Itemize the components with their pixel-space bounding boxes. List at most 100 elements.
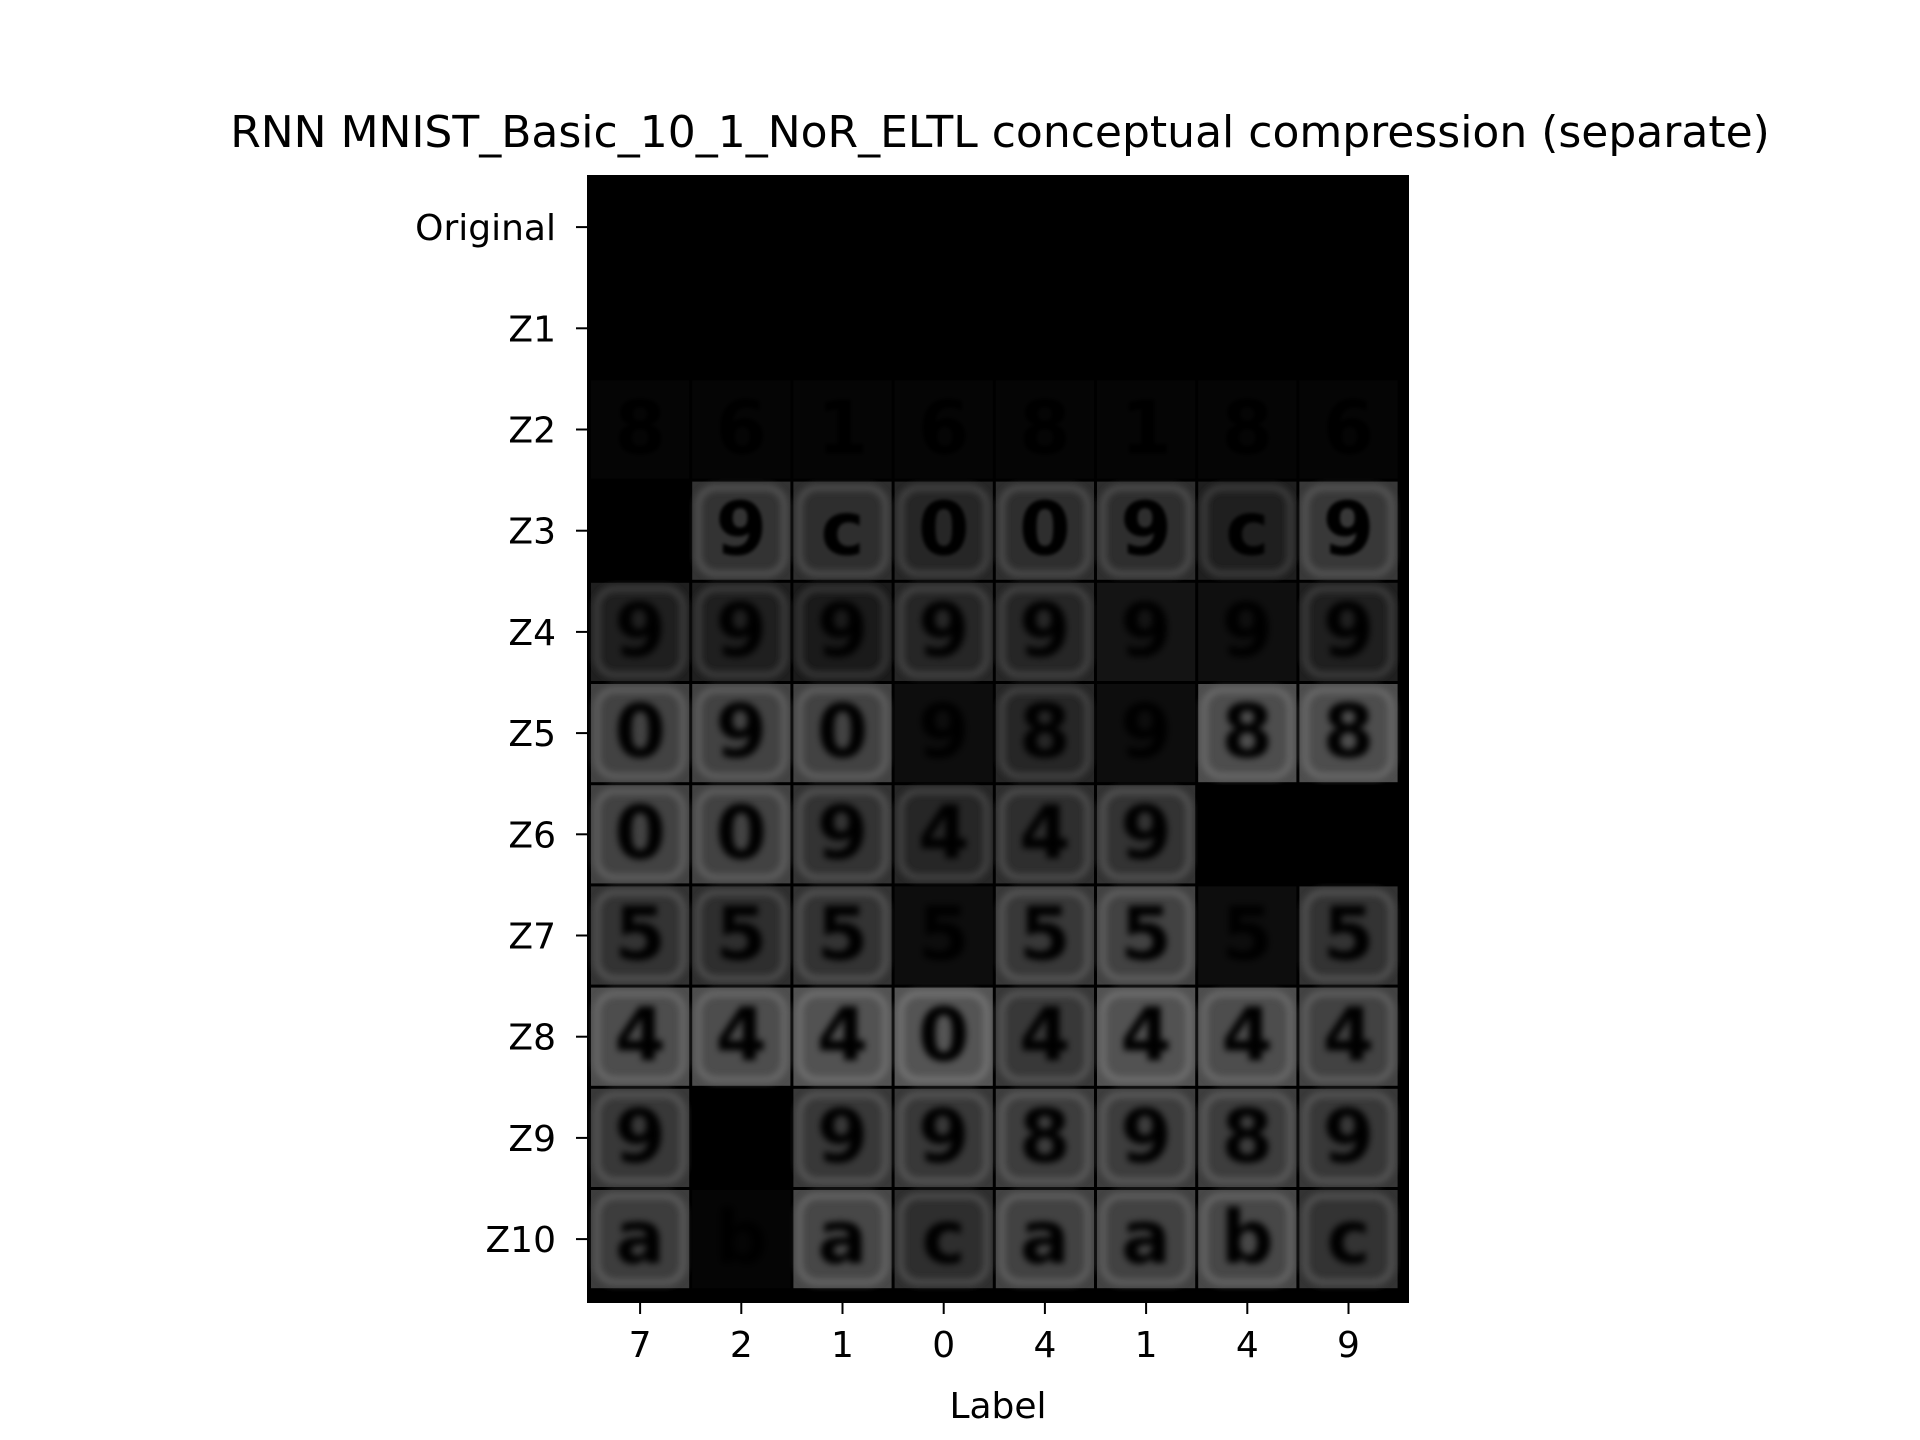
cell-digit: 9 [1222, 283, 1272, 373]
cell-halo [594, 1193, 687, 1286]
image-cell-z10-3: a [793, 1190, 892, 1289]
cell-background [1299, 481, 1398, 580]
cell-background [591, 481, 690, 580]
cell-digit: 5 [1222, 892, 1274, 978]
cell-halo [1302, 484, 1395, 577]
cell-background [1198, 1190, 1297, 1289]
cell-digit: 0 [614, 689, 666, 775]
cell-background [1097, 380, 1196, 479]
image-cell-z2-2: 6 [692, 380, 791, 479]
image-cell-z5-3: 0 [793, 684, 892, 783]
cell-digit: 4 [1120, 993, 1172, 1079]
cell-background [995, 279, 1094, 378]
image-cell-z5-5: 8 [995, 684, 1094, 783]
cell-digit: 5 [614, 892, 666, 978]
image-cell-z8-1: 4 [591, 987, 690, 1086]
image-cell-original-4: 0 [894, 178, 993, 277]
cell-halo [998, 1091, 1091, 1185]
cell-background [995, 785, 1094, 884]
cell-halo [998, 990, 1091, 1083]
image-cell-z9-8: 9 [1299, 1088, 1398, 1187]
cell-background [1097, 785, 1196, 884]
cell-digit: c [922, 1195, 966, 1281]
image-cell-z10-2: b [692, 1190, 791, 1289]
cell-background [591, 886, 690, 985]
y-tick-label: Original [415, 208, 556, 249]
x-tick-label: 0 [932, 1325, 955, 1366]
image-cell-z3-6: 9 [1097, 481, 1196, 580]
x-axis-label: Label [949, 1386, 1046, 1427]
image-cell-z2-7: 8 [1198, 380, 1297, 479]
cell-background [894, 582, 993, 681]
x-tick-label: 1 [831, 1325, 854, 1366]
y-tick-label: Z1 [508, 309, 556, 350]
cell-digit: 2 [716, 182, 766, 272]
image-cell-z4-1: 9 [591, 582, 690, 681]
image-cell-z2-5: 8 [995, 380, 1094, 479]
cell-halo [998, 687, 1091, 780]
image-cell-z4-8: 9 [1299, 582, 1398, 681]
cell-digit: 6 [918, 386, 970, 472]
cell-background [894, 987, 993, 1086]
image-cell-z5-4: 9 [894, 684, 993, 783]
cell-background [1097, 1088, 1196, 1187]
image-cell-z7-4: 5 [894, 886, 993, 985]
cell-halo [1302, 1193, 1395, 1286]
cell-halo [695, 585, 788, 678]
cell-digit: c [1225, 487, 1269, 573]
cell-digit: b [715, 1195, 768, 1281]
plot-area: 7 2 1 0 4 1 4 99 2 1 0 9 1 9 98 6 1 6 8 1 8 6c 9 c 0 0 9 c 99 9 9 9 9 9 9 9… [587, 175, 1409, 1303]
image-cell-z3-8: 9 [1299, 481, 1398, 580]
cell-background [1198, 886, 1297, 985]
image-cell-z9-1: 9 [591, 1088, 690, 1187]
cell-background [894, 684, 993, 783]
cell-digit: 8 [1222, 386, 1274, 472]
cell-background [995, 1088, 1094, 1187]
cell-halo [796, 1193, 889, 1286]
image-cell-z8-7: 4 [1198, 987, 1297, 1086]
cell-background [793, 582, 892, 681]
cell-background [1097, 481, 1196, 580]
cell-digit: 5 [1019, 892, 1071, 978]
cell-digit: 1 [817, 386, 869, 472]
image-cell-z9-7: 8 [1198, 1088, 1297, 1187]
image-cell-z2-8: 6 [1299, 380, 1398, 479]
y-tick-label: Z4 [508, 613, 556, 654]
cell-digit: 5 [918, 892, 970, 978]
cell-background [692, 582, 791, 681]
cell-background [692, 481, 791, 580]
cell-background [591, 582, 690, 681]
cell-digit: 9 [1120, 1094, 1172, 1180]
cell-background [591, 684, 690, 783]
cell-background [692, 987, 791, 1086]
y-tick-label: Z9 [508, 1119, 556, 1160]
cell-halo [1201, 484, 1294, 577]
image-cell-z2-1: 8 [591, 380, 690, 479]
cell-background [1299, 380, 1398, 479]
cell-halo [1302, 990, 1395, 1083]
cell-digit: 8 [1222, 689, 1274, 775]
cell-digit: 6 [716, 386, 768, 472]
cell-digit: 8 [1323, 689, 1375, 775]
y-tick-label: Z6 [508, 815, 556, 856]
image-cell-z7-7: 5 [1198, 886, 1297, 985]
cell-background [591, 987, 690, 1086]
cell-background [591, 785, 690, 884]
cell-digit: 8 [1019, 386, 1071, 472]
cell-background [894, 178, 993, 277]
cell-halo [796, 1091, 889, 1185]
cell-halo [1201, 1193, 1294, 1286]
cell-digit: c [821, 487, 865, 573]
image-cell-z1-7: 9 [1198, 279, 1297, 378]
cell-digit: 3 [1323, 790, 1375, 876]
image-cell-z5-2: 9 [692, 684, 791, 783]
cell-background [1299, 1190, 1398, 1289]
cell-background [591, 279, 690, 378]
image-cell-z1-4: 0 [894, 279, 993, 378]
cell-halo [1302, 1091, 1395, 1185]
cell-halo [594, 687, 687, 780]
cell-background [793, 380, 892, 479]
cell-background [793, 785, 892, 884]
image-cell-z1-1: 9 [591, 279, 690, 378]
